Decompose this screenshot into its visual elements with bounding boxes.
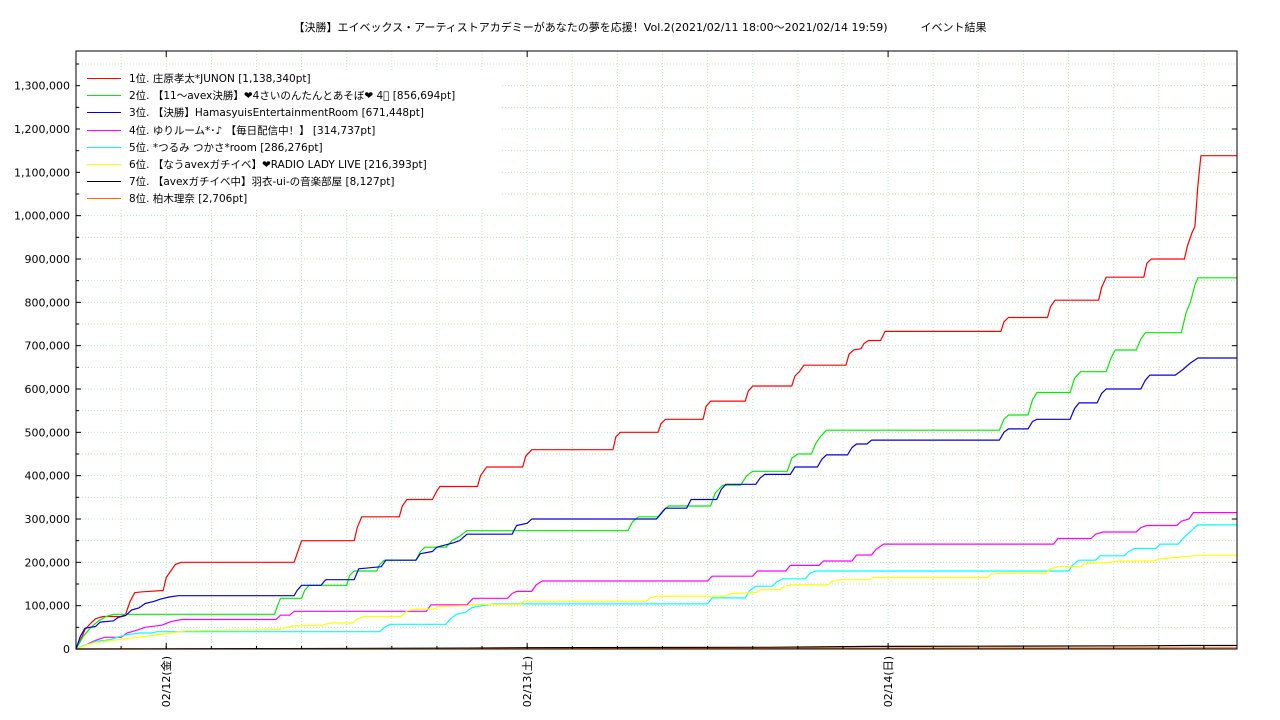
legend-item: 5位. *つるみ つかさ*room [286,276pt] (80, 139, 500, 156)
legend-label: 2位. 【11〜avex決勝】❤4さいのんたんとあそぼ❤ 4⃣ [856,694… (129, 90, 456, 103)
axes: 0 100,000 200,000 300,000 400,000 500,000 600,… (14, 50, 1238, 707)
x-tick-label: 02/13(土) (521, 656, 534, 707)
y-tick-label: 500,000 (25, 426, 71, 439)
y-tick-label: 0 (63, 643, 70, 656)
legend-label: 4位. ゆりルーム*･♪ 【毎日配信中！】 [314,737pt] (129, 124, 376, 137)
y-tick-label: 900,000 (25, 253, 71, 266)
legend-swatch (87, 95, 121, 97)
series-lines (75, 155, 1237, 650)
legend-label: 5位. *つるみ つかさ*room [286,276pt] (129, 141, 323, 154)
y-tick-label: 600,000 (25, 383, 71, 396)
legend-swatch (87, 181, 121, 183)
legend-item: 3位. 【決勝】HamasyuisEntertainmentRoom [671,… (80, 104, 500, 121)
y-tick-label: 700,000 (25, 340, 71, 353)
x-tick-label: 02/14(日) (882, 656, 895, 707)
y-tick-label: 400,000 (25, 470, 71, 483)
chart-title: 【決勝】エイベックス・アーティストアカデミーがあなたの夢を応援！Vol.2(20… (293, 21, 987, 34)
legend-label: 1位. 庄原孝太*JUNON [1,138,340pt] (129, 73, 311, 86)
legend-label: 7位. 【avexガチイベ中】羽衣-ui-の音楽部屋 [8,127pt] (129, 176, 395, 189)
plot-frame (75, 50, 1238, 650)
series-line-5 (75, 524, 1237, 650)
series-line-4 (75, 512, 1237, 650)
legend-label: 8位. 柏木理奈 [2,706pt] (129, 193, 248, 206)
y-tick-label: 1,000,000 (14, 210, 70, 223)
series-line-2 (75, 277, 1237, 650)
series-line-6 (75, 554, 1237, 650)
legend-label: 3位. 【決勝】HamasyuisEntertainmentRoom [671,… (129, 107, 424, 120)
y-tick-label: 1,300,000 (14, 80, 70, 93)
legend-item: 8位. 柏木理奈 [2,706pt] (80, 190, 500, 207)
x-tick-label: 02/12(金) (159, 656, 173, 707)
legend-item: 4位. ゆりルーム*･♪ 【毎日配信中！】 [314,737pt] (80, 122, 500, 139)
legend-swatch (87, 112, 121, 114)
legend-label: 6位. 【なうavexガチイベ】❤RADIO LADY LIVE [216,39… (129, 159, 427, 172)
legend-swatch (87, 146, 121, 148)
legend-swatch (87, 198, 121, 200)
legend-swatch (87, 129, 121, 131)
legend-item: 1位. 庄原孝太*JUNON [1,138,340pt] (80, 70, 500, 87)
y-tick-label: 300,000 (25, 513, 71, 526)
legend-item: 2位. 【11〜avex決勝】❤4さいのんたんとあそぼ❤ 4⃣ [856,694… (80, 87, 500, 104)
y-tick-label: 100,000 (25, 600, 71, 613)
legend-swatch (87, 78, 121, 80)
legend-item: 7位. 【avexガチイベ中】羽衣-ui-の音楽部屋 [8,127pt] (80, 173, 500, 190)
y-tick-label: 800,000 (25, 296, 71, 309)
y-tick-label: 1,200,000 (14, 123, 70, 136)
series-line-3 (75, 357, 1237, 650)
legend-item: 6位. 【なうavexガチイベ】❤RADIO LADY LIVE [216,39… (80, 156, 500, 173)
y-tick-label: 1,100,000 (14, 166, 70, 179)
y-tick-label: 200,000 (25, 556, 71, 569)
legend-swatch (87, 164, 121, 166)
legend: 1位. 庄原孝太*JUNON [1,138,340pt] 2位. 【11〜avex… (80, 70, 500, 208)
series-line-1 (75, 155, 1237, 650)
